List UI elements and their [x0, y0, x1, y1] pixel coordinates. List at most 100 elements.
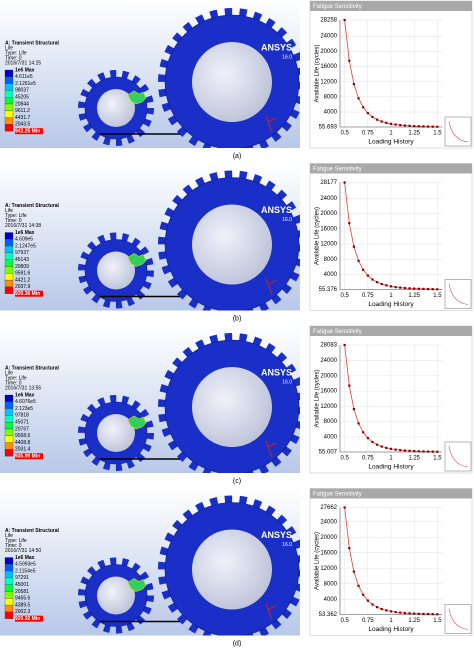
data-point — [417, 450, 420, 453]
x-tick-label: 0.5 — [340, 618, 349, 624]
data-point — [366, 274, 369, 277]
thumbnail-curve — [448, 120, 469, 143]
data-point — [436, 288, 439, 291]
legend-label: 2031.4 — [15, 447, 31, 453]
data-point — [426, 612, 430, 616]
legend-label: 4408.8 — [15, 440, 31, 446]
min-highlight — [15, 290, 43, 297]
legend-label: 4431.7 — [15, 115, 31, 121]
y-tick-label: 24000 — [320, 196, 337, 202]
data-point — [371, 440, 374, 444]
data-point — [394, 123, 397, 126]
y-tick-label: 27662 — [320, 505, 337, 511]
data-point — [385, 121, 388, 124]
data-point — [436, 125, 439, 128]
logo: ANSYS — [261, 42, 292, 52]
data-point — [413, 450, 416, 453]
data-point — [352, 408, 356, 411]
legend-label: 2037.9 — [15, 284, 31, 290]
chart-title-bar — [310, 488, 472, 499]
legend-label: 97818 — [15, 413, 29, 419]
legend-swatch — [4, 245, 14, 254]
legend-swatch — [4, 266, 14, 274]
gear-bore — [97, 414, 135, 452]
y-tick-label: 8000 — [324, 94, 338, 100]
data-point — [357, 584, 360, 587]
y-tick-label: 20000 — [320, 373, 337, 379]
sim-info: A: Transient Structural — [5, 528, 60, 534]
gear-bore — [192, 204, 272, 285]
gear-bore — [97, 89, 135, 127]
triad — [265, 603, 277, 620]
caption: (d) — [233, 640, 242, 647]
thumbnail-curve — [448, 608, 469, 630]
caption: (b) — [233, 315, 242, 322]
data-point — [436, 450, 439, 453]
gear-teeth — [158, 495, 300, 636]
y-tick-label: 4000 — [324, 597, 338, 603]
stress-hotspot — [127, 415, 147, 430]
legend-swatch — [4, 422, 14, 430]
min-highlight — [15, 453, 43, 460]
data-point — [380, 282, 383, 286]
data-point — [417, 125, 420, 128]
sim-info: Type: Life — [5, 538, 27, 544]
legend-swatch — [4, 117, 14, 125]
stress-hotspot — [127, 90, 147, 105]
legend-swatch — [4, 97, 14, 105]
data-point — [371, 115, 374, 119]
legend-swatch — [4, 76, 14, 84]
sim-info: Time: 0 — [5, 218, 22, 224]
legend-label: 942.25 Min — [15, 129, 40, 135]
data-point — [348, 222, 351, 225]
legend-swatch — [4, 591, 14, 599]
gear-teeth — [78, 70, 154, 146]
legend-label: 2002.3 — [15, 609, 31, 615]
legend-label: 1e6 Max — [15, 67, 35, 73]
data-point — [408, 124, 411, 127]
data-point — [362, 431, 365, 434]
legend-swatch — [4, 570, 14, 579]
data-point — [422, 612, 425, 616]
data-point — [371, 278, 374, 281]
version: 16.0 — [282, 54, 292, 60]
x-tick-label: 0.75 — [362, 293, 374, 299]
data-point — [389, 610, 393, 613]
legend-label: 9591.6 — [15, 271, 31, 277]
legend-label: 1e6 Max — [15, 392, 35, 398]
y-tick-label: 16000 — [320, 389, 337, 395]
sim-info: Time: 0 — [5, 380, 22, 386]
legend-label: 2.123e5 — [15, 406, 33, 412]
data-point — [394, 285, 397, 289]
chart-title: Fatigue Sensitivity — [313, 4, 362, 10]
legend-swatch — [4, 577, 14, 585]
legend-swatch — [4, 408, 14, 416]
legend-swatch — [4, 83, 14, 91]
sim-info: Life — [5, 45, 13, 51]
data-point — [385, 446, 388, 449]
data-point — [426, 450, 430, 453]
gear-bore — [97, 251, 135, 290]
gear-teeth — [158, 333, 300, 473]
legend-label: 9568.6 — [15, 433, 31, 439]
legend-label: 4.611e5 — [15, 74, 33, 80]
legend-label: 20809 — [15, 264, 29, 270]
data-point — [348, 59, 351, 62]
x-tick-label: 1.25 — [408, 618, 420, 624]
x-tick-label: 1.5 — [433, 618, 442, 624]
chart-title: Fatigue Sensitivity — [313, 329, 362, 335]
data-point — [431, 613, 434, 616]
legend-label: 2.1247e5 — [15, 243, 36, 249]
legend-label: 45071 — [15, 420, 29, 426]
gear-teeth — [158, 170, 300, 311]
y-axis-label: Available Life (cycles) — [315, 207, 321, 265]
legend-swatch — [4, 90, 14, 98]
data-point — [366, 436, 369, 440]
chart-title-bar — [310, 1, 472, 11]
legend-label: 45205 — [15, 95, 29, 101]
legend-swatch — [4, 564, 14, 572]
legend-swatch — [4, 103, 14, 111]
x-tick-label: 1 — [389, 131, 393, 137]
x-tick-label: 0.75 — [362, 131, 374, 137]
data-point — [375, 443, 379, 446]
